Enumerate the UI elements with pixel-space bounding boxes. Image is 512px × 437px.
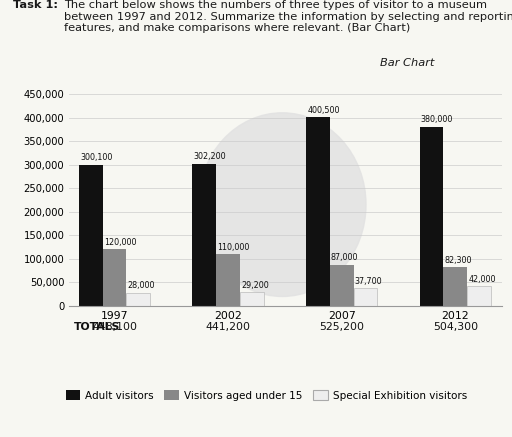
Text: 28,000: 28,000 [127, 281, 155, 290]
Text: 42,000: 42,000 [468, 274, 496, 284]
Text: 82,300: 82,300 [444, 256, 472, 264]
Text: 300,100: 300,100 [80, 153, 113, 162]
Bar [443, 267, 467, 306]
Text: 380,000: 380,000 [421, 115, 453, 125]
Bar [330, 265, 354, 306]
Bar [354, 288, 377, 306]
Text: 29,200: 29,200 [241, 281, 269, 290]
Text: 302,200: 302,200 [194, 152, 226, 161]
Bar [467, 286, 491, 306]
Legend: Adult visitors, Visitors aged under 15, Special Exhibition visitors: Adult visitors, Visitors aged under 15, … [61, 386, 471, 405]
Bar [79, 165, 102, 306]
Text: 87,000: 87,000 [331, 253, 358, 262]
Text: The chart below shows the numbers of three types of visitor to a museum
between : The chart below shows the numbers of thr… [64, 0, 512, 33]
Text: 441,200: 441,200 [206, 322, 250, 332]
Bar [126, 293, 150, 306]
Text: 525,200: 525,200 [319, 322, 364, 332]
Text: Bar Chart: Bar Chart [380, 58, 435, 68]
Bar [419, 127, 443, 306]
Bar [240, 292, 264, 306]
Text: 120,000: 120,000 [104, 238, 136, 247]
Text: 504,300: 504,300 [433, 322, 478, 332]
Text: 110,000: 110,000 [218, 243, 250, 252]
Text: 37,700: 37,700 [355, 277, 382, 285]
Ellipse shape [198, 113, 366, 296]
Bar [216, 254, 240, 306]
Bar [306, 117, 330, 306]
Text: Task 1:: Task 1: [13, 0, 58, 10]
Text: TOTALS: TOTALS [73, 322, 120, 332]
Bar [102, 250, 126, 306]
Bar [193, 163, 216, 306]
Text: 448,100: 448,100 [92, 322, 137, 332]
Text: 400,500: 400,500 [307, 106, 339, 114]
